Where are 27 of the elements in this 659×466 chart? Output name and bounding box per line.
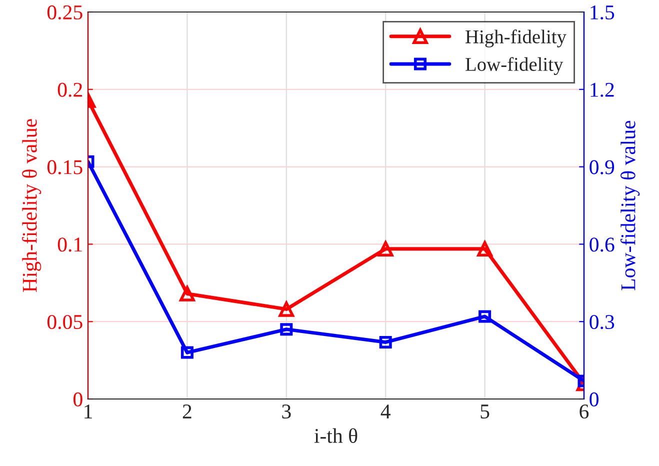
point [378, 241, 394, 256]
y2-tick-label: 0.6 [590, 238, 614, 252]
y2-tick-label: 1.2 [590, 82, 614, 97]
x-tick-label: 4 [380, 404, 390, 418]
x-tick-label: 1 [84, 404, 92, 418]
y2-tick-label: 0.9 [590, 160, 614, 174]
y-tick-label: 0.15 [47, 160, 82, 174]
y-axis-title: High-fidelity θ value [22, 119, 42, 292]
y-tick-label: 0.2 [58, 82, 82, 97]
x-axis-title: i-th θ [314, 428, 358, 443]
x-tick-label: 2 [182, 404, 192, 418]
legend-label: Low-fidelity [466, 57, 564, 75]
x-tick-label: 6 [580, 404, 589, 419]
legend-label: High-fidelity [466, 30, 566, 48]
y-tick-label: 0.1 [58, 238, 82, 252]
y-tick-label: 0.25 [47, 5, 82, 20]
y2-tick-label: 0.3 [590, 314, 614, 330]
x-tick-label: 5 [480, 404, 490, 419]
x-tick-label: 3 [282, 404, 291, 419]
point [278, 302, 294, 317]
y2-tick-label: 0 [590, 392, 598, 406]
point [280, 323, 293, 336]
y2-axis-title: Low-fidelity θ value [620, 120, 640, 290]
point [379, 336, 392, 348]
y-tick-label: 0 [74, 392, 82, 406]
y2-tick-label: 1.5 [590, 5, 614, 20]
y-tick-label: 0.05 [47, 314, 82, 330]
